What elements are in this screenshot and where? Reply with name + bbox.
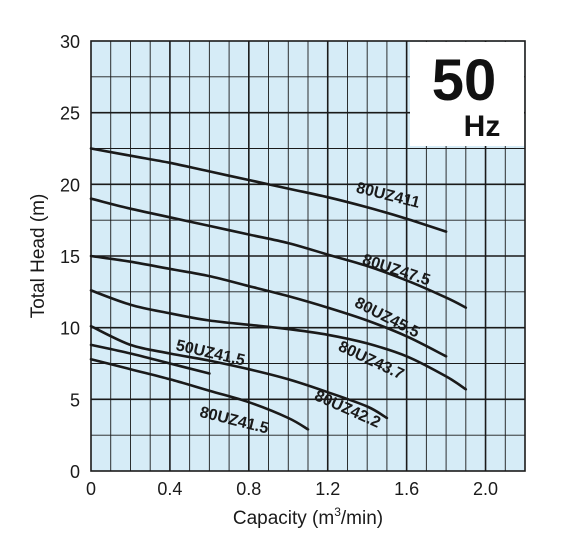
y-axis-title: Total Head (m) bbox=[28, 194, 49, 319]
x-axis-title: Capacity (m3/min) bbox=[233, 505, 383, 529]
x-axis-title-tail: /min) bbox=[341, 508, 383, 529]
frequency-badge bbox=[410, 42, 524, 146]
curve-80uz43-7 bbox=[89, 289, 468, 391]
curve-80uz41-5 bbox=[89, 357, 310, 431]
y-tick-label: 25 bbox=[60, 104, 80, 124]
y-tick-label: 20 bbox=[60, 175, 80, 195]
y-tick-label: 15 bbox=[60, 247, 80, 267]
x-tick-label: 2.0 bbox=[473, 479, 498, 499]
frequency-value: 50 bbox=[432, 48, 497, 113]
y-tick-label: 5 bbox=[70, 390, 80, 410]
x-tick-labels: 0 0.4 0.8 1.2 1.6 2.0 bbox=[86, 479, 498, 499]
curve-80uz411 bbox=[89, 147, 448, 233]
x-tick-label: 0 bbox=[86, 479, 96, 499]
curve-80uz42-2 bbox=[89, 324, 389, 420]
plot-border bbox=[90, 40, 526, 472]
y-tick-labels: 0 5 10 15 20 25 30 bbox=[60, 32, 80, 482]
y-tick-label: 30 bbox=[60, 32, 80, 52]
grid bbox=[91, 41, 525, 471]
curve-50uz41-5 bbox=[89, 343, 211, 375]
y-tick-label: 0 bbox=[70, 462, 80, 482]
x-axis-title-main: Capacity (m bbox=[233, 508, 334, 529]
x-tick-label: 0.4 bbox=[157, 479, 182, 499]
x-axis-title-sup: 3 bbox=[334, 505, 341, 519]
y-tick-label: 10 bbox=[60, 319, 80, 339]
x-tick-label: 0.8 bbox=[236, 479, 261, 499]
frequency-unit: Hz bbox=[464, 110, 501, 143]
curves bbox=[89, 147, 468, 431]
curve-80uz47-5 bbox=[89, 197, 468, 309]
curve-80uz45-5 bbox=[89, 254, 448, 358]
x-tick-label: 1.6 bbox=[394, 479, 419, 499]
x-tick-label: 1.2 bbox=[315, 479, 340, 499]
